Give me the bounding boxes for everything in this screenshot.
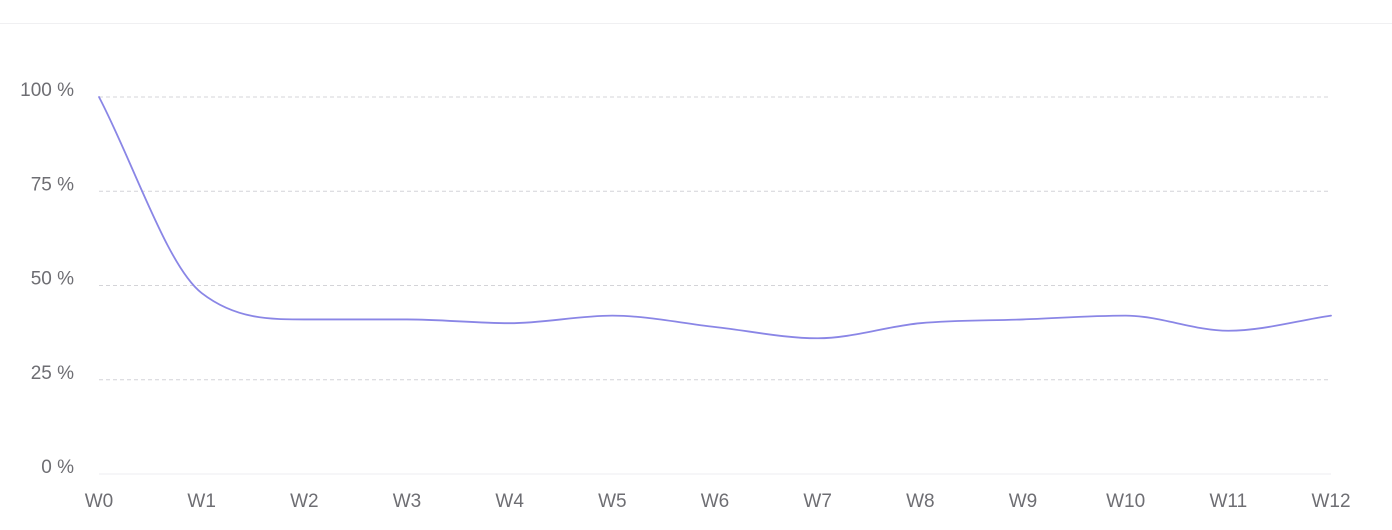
y-tick-label: 75 %	[31, 174, 74, 195]
data-point[interactable]	[1120, 310, 1132, 322]
x-tick-label: W6	[701, 491, 730, 512]
x-tick-label: W9	[1009, 491, 1038, 512]
data-point[interactable]	[93, 91, 105, 103]
data-point[interactable]	[812, 332, 824, 344]
x-axis-ticks: W0 W1 W2 W3 W4 W5 W6 W7 W8 W9 W10 W11 W12	[85, 491, 1351, 512]
x-tick-label: W7	[803, 491, 832, 512]
y-tick-label: 0 %	[41, 457, 74, 478]
x-tick-label: W10	[1106, 491, 1145, 512]
data-point[interactable]	[196, 287, 208, 299]
data-point[interactable]	[401, 313, 413, 325]
x-tick-label: W3	[393, 491, 422, 512]
y-axis-ticks: 0 % 25 % 50 % 75 % 100 %	[20, 80, 74, 478]
grid-lines	[99, 96, 1331, 475]
y-tick-label: 100 %	[20, 80, 74, 101]
x-tick-label: W5	[598, 491, 627, 512]
y-tick-label: 50 %	[31, 269, 74, 290]
x-tick-label: W12	[1311, 491, 1350, 512]
data-point[interactable]	[1222, 325, 1234, 337]
data-point[interactable]	[298, 313, 310, 325]
x-tick-label: W1	[187, 491, 216, 512]
x-tick-label: W8	[906, 491, 935, 512]
top-divider	[0, 23, 1392, 24]
data-point[interactable]	[914, 317, 926, 329]
data-point[interactable]	[1325, 310, 1337, 322]
x-tick-label: W11	[1209, 491, 1247, 512]
series-line	[98, 96, 1332, 340]
data-point[interactable]	[1017, 313, 1029, 325]
y-tick-label: 25 %	[31, 363, 74, 384]
series-layer	[93, 91, 1337, 344]
x-tick-label: W2	[290, 491, 319, 512]
data-point[interactable]	[504, 317, 516, 329]
x-tick-label: W4	[495, 491, 524, 512]
data-point[interactable]	[606, 310, 618, 322]
x-tick-label: W0	[85, 491, 114, 512]
data-point[interactable]	[709, 321, 721, 333]
